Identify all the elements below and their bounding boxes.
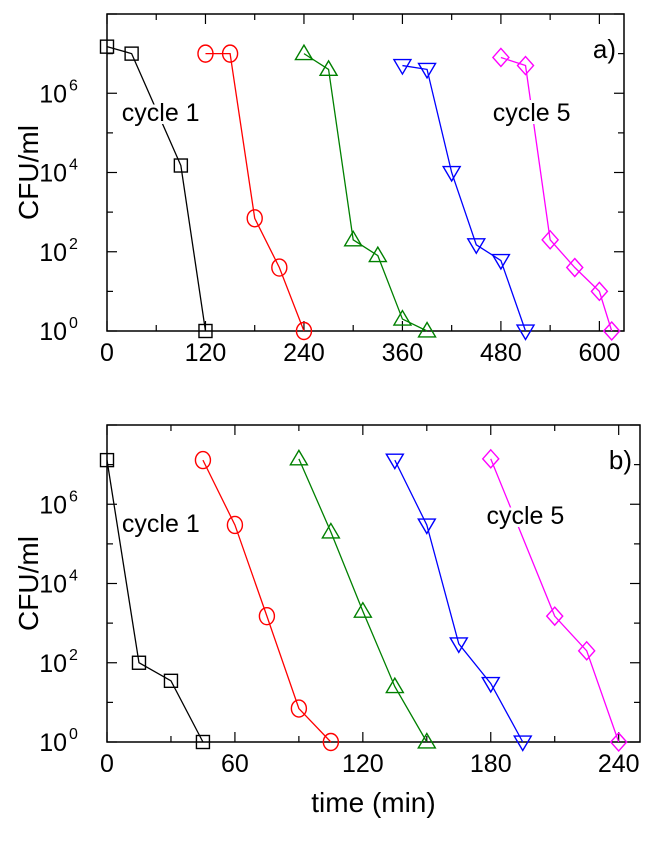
data-point-diamond — [609, 731, 628, 753]
data-point-triangle-up — [289, 448, 309, 466]
y-tick-label: 10 — [39, 571, 67, 599]
data-point-diamond — [491, 47, 510, 68]
y-tick-label: 10 — [39, 80, 67, 108]
data-point-triangle-up — [392, 309, 413, 326]
data-point-triangle-up — [368, 245, 388, 263]
data-point-triangle-up — [318, 59, 339, 77]
data-point-square — [124, 46, 139, 61]
y-axis-title: CFU/ml — [13, 536, 44, 631]
data-point-square — [99, 39, 115, 54]
data-point-circle — [194, 450, 212, 470]
data-point-diamond — [541, 229, 560, 250]
cycle-annotation: cycle 5 — [493, 99, 571, 127]
data-point-triangle-down — [491, 253, 511, 271]
data-point-triangle-up — [385, 676, 405, 694]
x-tick-label: 120 — [342, 750, 384, 778]
x-tick-label: 240 — [283, 339, 325, 367]
panel-label: b) — [609, 445, 632, 475]
x-tick-label: 0 — [100, 339, 114, 367]
data-point-circle — [271, 258, 288, 277]
data-point-diamond — [602, 320, 621, 342]
x-tick-label: 480 — [480, 339, 522, 367]
y-tick-label: 10 — [39, 239, 67, 267]
series-line — [394, 459, 524, 743]
y-tick-exponent: 2 — [69, 236, 78, 253]
y-axis-title: CFU/ml — [13, 125, 44, 220]
data-point-square — [99, 452, 115, 468]
y-tick-exponent: 0 — [69, 315, 78, 332]
x-tick-label: 120 — [185, 339, 227, 367]
series-line — [202, 459, 332, 743]
data-point-diamond — [565, 257, 584, 278]
data-point-diamond — [545, 606, 564, 627]
data-point-square — [163, 673, 179, 689]
y-tick-label: 10 — [39, 650, 67, 678]
data-point-triangle-down — [449, 637, 469, 654]
data-point-circle — [322, 732, 340, 752]
data-point-triangle-up — [321, 522, 341, 539]
y-tick-label: 10 — [39, 729, 67, 757]
x-tick-label: 60 — [221, 750, 249, 778]
series-line — [303, 53, 428, 332]
data-point-circle — [197, 44, 214, 63]
data-point-diamond — [590, 281, 609, 302]
data-point-triangle-up — [343, 229, 363, 247]
data-point-circle — [258, 606, 276, 626]
cycle-annotation: cycle 1 — [122, 99, 200, 127]
data-point-circle — [290, 699, 308, 718]
series-line — [298, 458, 428, 743]
series-line — [106, 460, 204, 743]
x-tick-label: 600 — [579, 339, 621, 367]
data-point-circle — [221, 44, 239, 63]
x-tick-label: 180 — [470, 750, 512, 778]
data-point-circle — [295, 321, 313, 341]
data-point-triangle-down — [515, 324, 536, 341]
data-point-triangle-down — [417, 518, 437, 535]
data-point-diamond — [577, 640, 596, 661]
data-point-triangle-up — [353, 601, 373, 618]
data-point-circle — [226, 515, 244, 535]
cycle-annotation: cycle 5 — [486, 502, 564, 530]
data-point-triangle-down — [441, 165, 462, 183]
y-tick-exponent: 0 — [69, 726, 78, 743]
data-point-triangle-down — [513, 735, 533, 752]
x-axis-title: time (min) — [311, 787, 435, 818]
data-point-square — [195, 734, 211, 750]
series-line — [106, 46, 207, 332]
y-tick-exponent: 6 — [69, 77, 78, 94]
data-point-circle — [246, 209, 263, 228]
data-point-square — [173, 158, 189, 173]
y-tick-exponent: 6 — [69, 488, 78, 505]
y-tick-label: 10 — [39, 160, 67, 188]
y-tick-label: 10 — [39, 491, 67, 519]
data-point-triangle-down — [466, 238, 487, 255]
data-point-triangle-down — [385, 453, 405, 470]
data-point-triangle-down — [481, 676, 501, 694]
data-point-diamond — [516, 55, 535, 76]
series-line — [205, 52, 305, 332]
x-tick-label: 240 — [598, 750, 640, 778]
y-tick-exponent: 4 — [69, 157, 78, 174]
data-point-square — [131, 655, 147, 670]
data-point-triangle-down — [417, 62, 437, 80]
data-point-triangle-up — [417, 732, 437, 749]
y-tick-label: 10 — [39, 318, 67, 346]
cycle-annotation: cycle 1 — [122, 510, 200, 538]
y-tick-exponent: 2 — [69, 647, 78, 664]
panel-label: a) — [593, 34, 616, 64]
x-tick-label: 0 — [100, 750, 114, 778]
series-line — [402, 64, 527, 332]
x-tick-label: 360 — [382, 339, 424, 367]
data-point-triangle-up — [417, 321, 437, 338]
plot-frame — [106, 424, 641, 743]
data-point-square — [198, 323, 213, 339]
data-point-diamond — [481, 448, 500, 469]
series-line — [490, 458, 620, 743]
data-point-triangle-down — [392, 58, 413, 76]
data-point-triangle-up — [294, 43, 314, 61]
y-tick-exponent: 4 — [69, 568, 78, 585]
